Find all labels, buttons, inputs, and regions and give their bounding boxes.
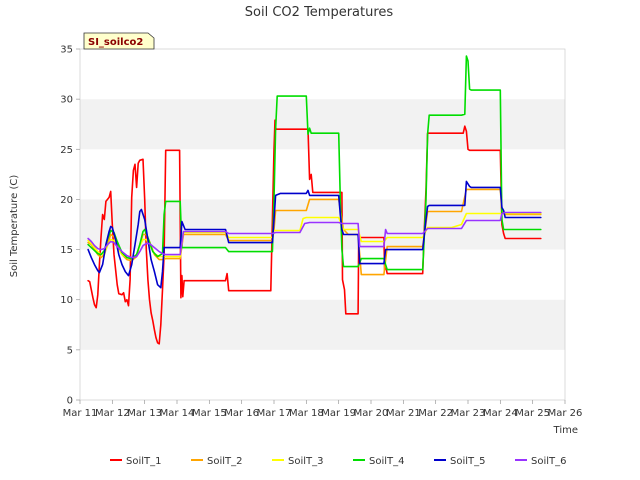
legend-label: SoilT_2 (207, 456, 243, 467)
x-tick-label: Mar 17 (257, 408, 292, 419)
x-tick-label: Mar 23 (451, 408, 486, 419)
grid-band (80, 99, 565, 150)
x-tick-label: Mar 21 (386, 408, 421, 419)
x-tick-label: Mar 26 (548, 408, 583, 419)
y-tick-label: 20 (60, 195, 73, 206)
x-tick-label: Mar 19 (321, 408, 356, 419)
grid-band (80, 249, 565, 300)
x-tick-label: Mar 11 (63, 408, 98, 419)
plot-frame (79, 48, 566, 401)
x-tick-label: Mar 12 (95, 408, 130, 419)
grid-band (80, 199, 565, 250)
legend-label: SoilT_3 (288, 456, 324, 467)
series-line-soilt-5 (87, 180, 542, 289)
x-tick-label: Mar 24 (483, 408, 518, 419)
y-tick-label: 0 (67, 396, 73, 407)
legend-label: SoilT_1 (126, 456, 162, 467)
y-tick-label: 35 (60, 45, 73, 56)
x-tick-label: Mar 15 (192, 408, 227, 419)
y-tick-label: 5 (67, 345, 73, 356)
x-tick-label: Mar 22 (418, 408, 453, 419)
series-line-soilt-4 (87, 55, 542, 271)
badge-label: SI_soilco2 (88, 37, 143, 48)
badge-box (83, 32, 155, 50)
x-axis-label: Time (553, 425, 578, 436)
x-tick-label: Mar 16 (224, 408, 259, 419)
y-axis-ticks: 0 5 10 15 20 25 30 35 (60, 45, 80, 407)
plot-background-bands (80, 49, 565, 400)
legend: SoilT_1 SoilT_2 SoilT_3 SoilT_4 SoilT_5 SoilT… (110, 456, 567, 467)
grid-band (80, 349, 565, 400)
grid-band (80, 149, 565, 200)
x-tick-label: Mar 25 (515, 408, 550, 419)
station-badge: SI_soilco2 (83, 32, 155, 50)
x-tick-label: Mar 13 (127, 408, 162, 419)
legend-label: SoilT_4 (369, 456, 405, 467)
y-tick-label: 30 (60, 95, 73, 106)
series-line-soilt-6 (87, 211, 542, 259)
x-tick-label: Mar 20 (354, 408, 389, 419)
legend-label: SoilT_6 (531, 456, 567, 467)
y-tick-label: 15 (60, 245, 73, 256)
y-tick-label: 25 (60, 145, 73, 156)
series-line-soilt-3 (87, 212, 542, 260)
grid-band (80, 49, 565, 100)
chart-title: Soil CO2 Temperatures (245, 5, 394, 20)
series-lines (87, 55, 542, 345)
x-tick-label: Mar 14 (160, 408, 195, 419)
y-tick-label: 10 (60, 295, 73, 306)
y-axis-label: Soil Temperature (C) (9, 175, 20, 278)
legend-label: SoilT_5 (450, 456, 486, 467)
x-tick-label: Mar 18 (289, 408, 324, 419)
